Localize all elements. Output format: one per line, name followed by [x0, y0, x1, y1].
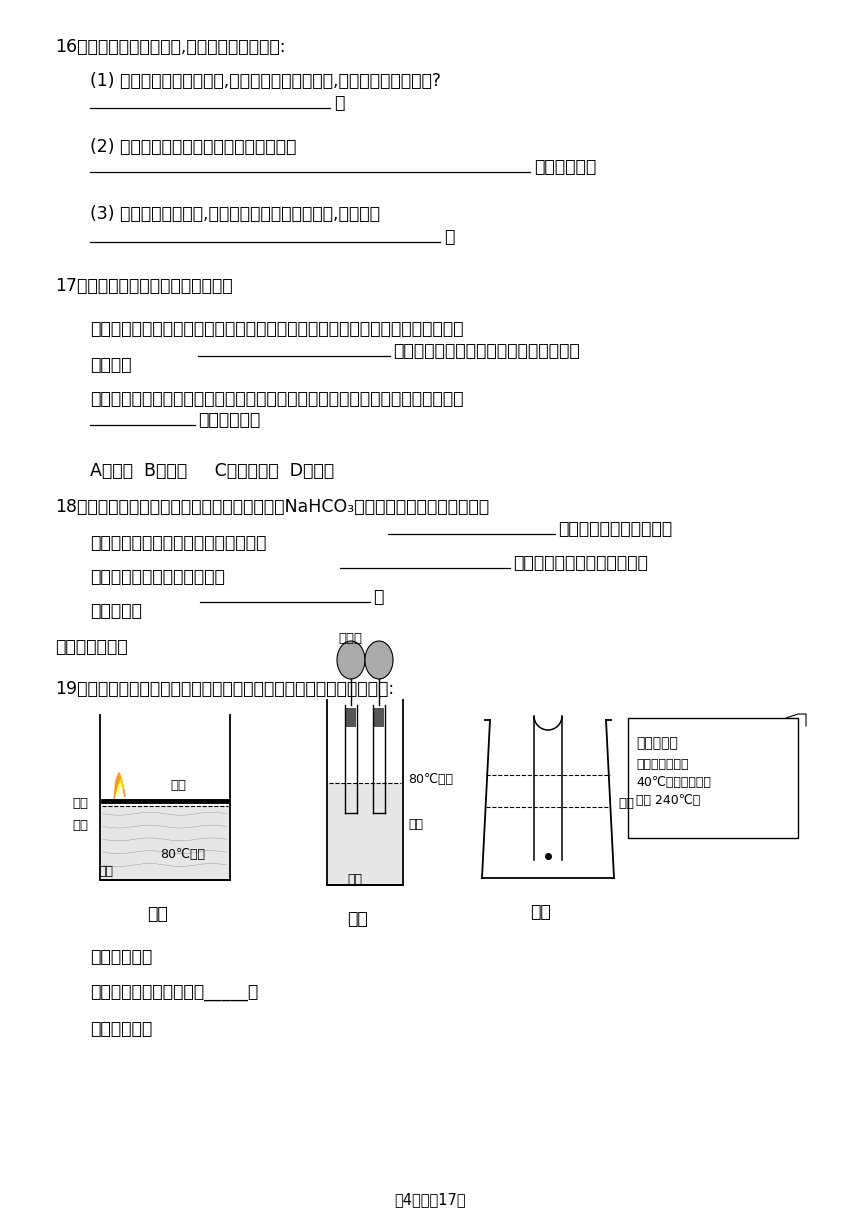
Text: （填序号）。: （填序号）。 [198, 411, 261, 429]
Text: (3) 煤块经粉碎处理后,在空气中燃烧得更快更充分,这是因为: (3) 煤块经粉碎处理后,在空气中燃烧得更快更充分,这是因为 [90, 206, 380, 223]
Polygon shape [101, 806, 229, 879]
Text: 查阅资料：: 查阅资料： [636, 736, 678, 750]
Text: 红磷: 红磷 [170, 778, 186, 792]
Text: 白磷: 白磷 [72, 818, 88, 832]
Text: ；: ； [334, 94, 344, 112]
Text: 图一: 图一 [147, 905, 168, 923]
Polygon shape [117, 778, 123, 796]
Text: 点是 240℃。: 点是 240℃。 [636, 794, 700, 807]
Text: 。油锅中的油不慎着火，: 。油锅中的油不慎着火， [558, 520, 673, 537]
Polygon shape [374, 708, 384, 727]
Text: 水和二氧化碳，该反应的化学方程式为: 水和二氧化碳，该反应的化学方程式为 [90, 534, 267, 552]
Text: （写一条）；: （写一条）； [534, 158, 596, 176]
Text: 可燃物燃烧的必备条件是_____：: 可燃物燃烧的必备条件是_____： [90, 984, 258, 1002]
Text: 瘪气球: 瘪气球 [338, 632, 362, 644]
Text: 取的措施是: 取的措施是 [90, 602, 142, 620]
Text: ．: ． [444, 229, 454, 246]
Text: 17．化学源于生活，也服务于生活。: 17．化学源于生活，也服务于生活。 [55, 277, 232, 295]
Text: 【交流讨论】: 【交流讨论】 [90, 1020, 152, 1038]
Text: 红磷: 红磷 [408, 818, 423, 832]
Text: 近年来，公交车起火事件时有发生。事故发生时，消防员常用高压水枪进行灭火，: 近年来，公交车起火事件时有发生。事故发生时，消防员常用高压水枪进行灭火， [90, 320, 464, 338]
Text: 白磷: 白磷 [618, 796, 634, 810]
Text: 【知识回忆】: 【知识回忆】 [90, 948, 152, 966]
Text: 80℃热水: 80℃热水 [408, 773, 453, 787]
Text: 16．化学与人类密不可分,生活处处离不开化学:: 16．化学与人类密不可分,生活处处离不开化学: [55, 38, 286, 56]
Text: 18．干粉灭火器中干粉的主要成分是碳酸氢钠（NaHCO₃），受热时分解生成碳酸钠、: 18．干粉灭火器中干粉的主要成分是碳酸氢钠（NaHCO₃），受热时分解生成碳酸钠… [55, 499, 489, 516]
Text: A．衣物  B．酒精     C．书刊杂志  D．鞭炮: A．衣物 B．酒精 C．书刊杂志 D．鞭炮 [90, 462, 335, 480]
Polygon shape [328, 783, 402, 884]
Text: 消防安全问题的重视，乘坐汽车、火车等公共交通工具时，下列物品禁止携带的是: 消防安全问题的重视，乘坐汽车、火车等公共交通工具时，下列物品禁止携带的是 [90, 390, 464, 409]
Text: 铜片: 铜片 [72, 796, 88, 810]
Text: 其原理是: 其原理是 [90, 356, 132, 375]
Text: 白磷: 白磷 [347, 873, 363, 886]
Text: (1) 若发现房间中燃气泄漏,闻到了燃气逸出的气味,应采取什么安全措施?: (1) 若发现房间中燃气泄漏,闻到了燃气逸出的气味,应采取什么安全措施? [90, 72, 441, 90]
Text: 可用锅盖盖灭，其灭火原理是: 可用锅盖盖灭，其灭火原理是 [90, 568, 224, 586]
Text: 图二: 图二 [347, 910, 368, 928]
Ellipse shape [337, 641, 365, 679]
Polygon shape [346, 708, 356, 727]
Text: 白磷的着火点是: 白磷的着火点是 [636, 758, 689, 771]
FancyBboxPatch shape [628, 717, 798, 838]
Text: (2) 使用氢气作燃料。氢气作燃料的优点是: (2) 使用氢气作燃料。氢气作燃料的优点是 [90, 137, 297, 156]
Text: ；起火事件的发生引发了人们对公共交通: ；起火事件的发生引发了人们对公共交通 [393, 342, 580, 360]
Text: 80℃热水: 80℃热水 [160, 848, 205, 861]
Text: 。: 。 [373, 589, 384, 606]
Text: 40℃，红磷的着火: 40℃，红磷的着火 [636, 776, 711, 789]
Ellipse shape [365, 641, 393, 679]
Text: 白磷: 白磷 [98, 865, 113, 878]
Text: 。家中煤气若泄漏，应及时采: 。家中煤气若泄漏，应及时采 [513, 554, 648, 572]
Text: 19．某化学小组围绕燃烧与灭火的主题开展了相关活动。请你参与完成:: 19．某化学小组围绕燃烧与灭火的主题开展了相关活动。请你参与完成: [55, 680, 394, 698]
Polygon shape [114, 772, 125, 799]
Text: 图三: 图三 [530, 903, 550, 921]
Text: 第4页，共17页: 第4页，共17页 [394, 1192, 466, 1207]
Text: 三、分析计算题: 三、分析计算题 [55, 638, 127, 655]
